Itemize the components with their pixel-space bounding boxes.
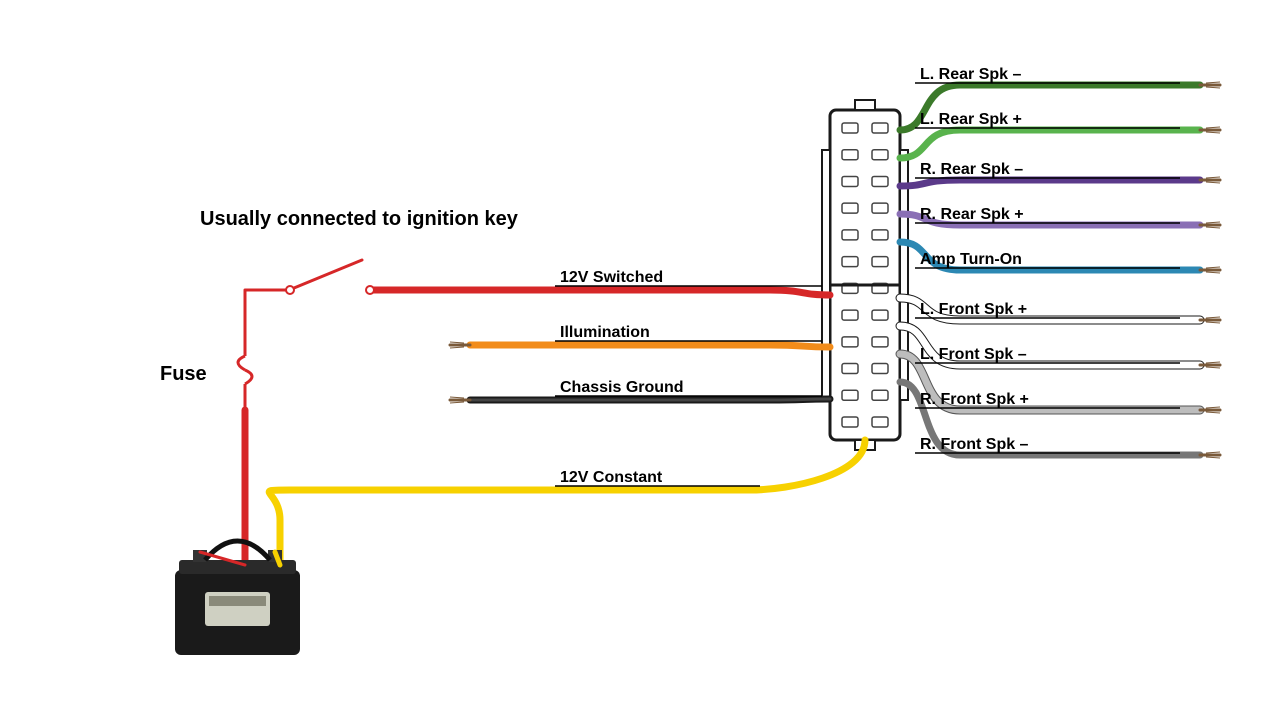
label-l-rear-pos: L. Rear Spk + [920, 111, 1022, 128]
wire-ground [470, 399, 830, 400]
wire-12v-switched [370, 290, 830, 295]
label-switched: 12V Switched [560, 269, 663, 286]
wire-l-rear-pos [900, 130, 1200, 158]
label-r-front-pos: R. Front Spk + [920, 391, 1029, 408]
battery-icon [175, 541, 300, 655]
wire-12v-constant [269, 440, 865, 565]
wire-r-rear-neg [900, 180, 1200, 186]
label-amp: Amp Turn-On [920, 251, 1022, 268]
label-r-rear-neg: R. Rear Spk – [920, 161, 1023, 178]
switch-arm [294, 260, 362, 288]
wiring-diagram: L. Rear Spk – L. Rear Spk + R. Rear Spk – R… [0, 0, 1280, 720]
label-fuse: Fuse [160, 363, 207, 385]
label-ignition-note: Usually connected to ignition key [200, 208, 519, 230]
harness-connector [822, 100, 908, 450]
label-illumination: Illumination [560, 324, 650, 341]
wire-red-to-switch [245, 290, 290, 330]
label-l-rear-neg: L. Rear Spk – [920, 66, 1021, 83]
label-r-front-neg: R. Front Spk – [920, 436, 1029, 453]
label-constant: 12V Constant [560, 469, 663, 486]
label-l-front-pos: L. Front Spk + [920, 301, 1027, 318]
wire-illumination [470, 345, 830, 347]
label-r-rear-pos: R. Rear Spk + [920, 206, 1024, 223]
label-ground: Chassis Ground [560, 379, 684, 396]
label-l-front-neg: L. Front Spk – [920, 346, 1027, 363]
fuse-symbol [238, 330, 252, 410]
